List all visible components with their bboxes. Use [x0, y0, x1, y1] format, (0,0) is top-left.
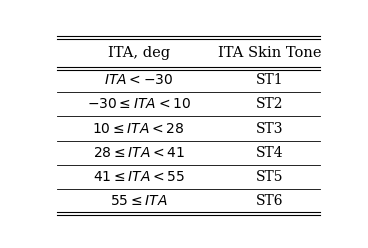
Text: ST3: ST3	[256, 122, 284, 136]
Text: ST6: ST6	[256, 194, 284, 208]
Text: ST2: ST2	[256, 97, 284, 111]
Text: $28 \leq ITA < 41$: $28 \leq ITA < 41$	[93, 146, 185, 160]
Text: $10 \leq ITA < 28$: $10 \leq ITA < 28$	[92, 122, 185, 136]
Text: $55 \leq ITA$: $55 \leq ITA$	[110, 194, 168, 208]
Text: ST5: ST5	[256, 170, 284, 184]
Text: $ITA < -30$: $ITA < -30$	[104, 73, 173, 87]
Text: ST4: ST4	[256, 146, 284, 160]
Text: $41 \leq ITA < 55$: $41 \leq ITA < 55$	[93, 170, 185, 184]
Text: $-30 \leq ITA < 10$: $-30 \leq ITA < 10$	[87, 97, 191, 111]
Text: ST1: ST1	[256, 73, 284, 87]
Text: ITA, deg: ITA, deg	[108, 46, 170, 60]
Text: ITA Skin Tone: ITA Skin Tone	[218, 46, 322, 60]
